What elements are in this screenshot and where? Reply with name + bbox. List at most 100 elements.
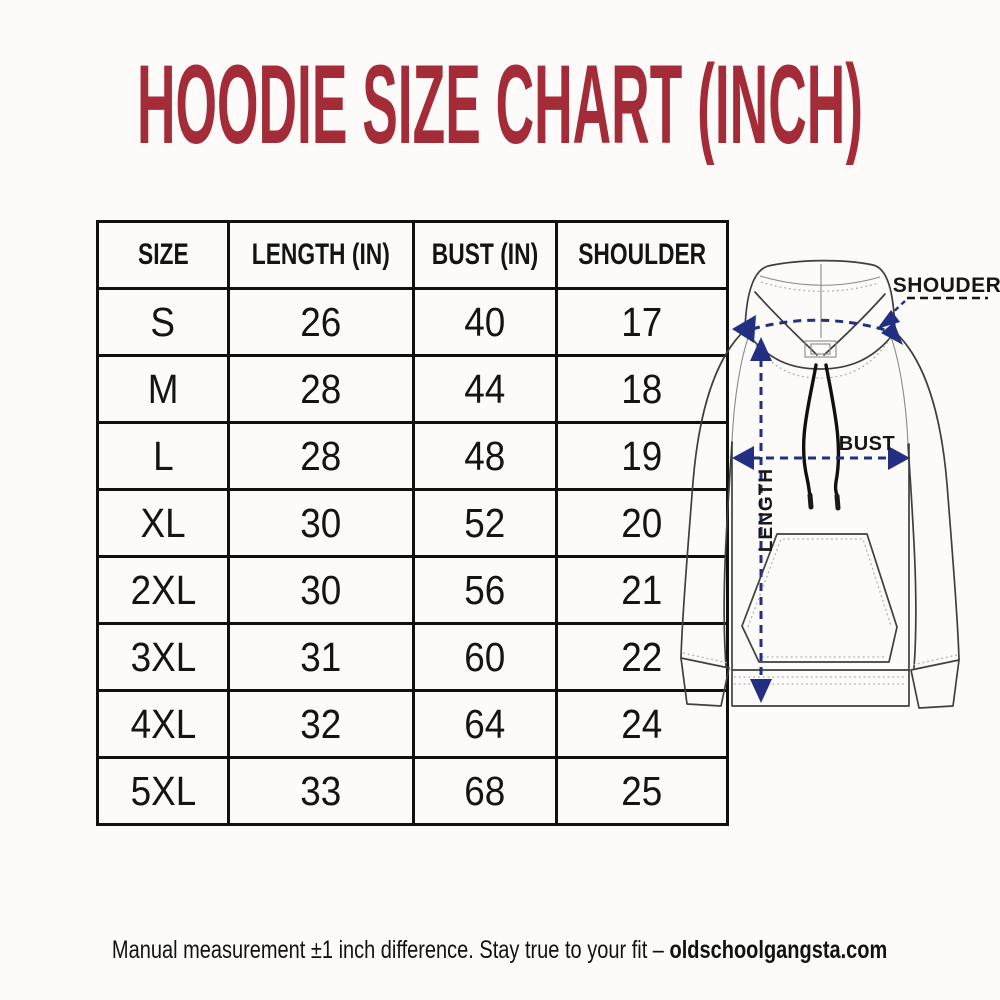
column-header-length: LENGTH (IN): [227, 220, 415, 290]
hoodie-outline: [680, 259, 960, 709]
hood-opening-stitch: [760, 281, 880, 292]
cuff-right-stitch: [911, 654, 958, 666]
cell-value: 21: [621, 566, 663, 613]
cell-size: 3XL: [96, 622, 230, 692]
cell-length: 31: [227, 622, 415, 692]
size-table: SIZE LENGTH (IN) BUST (IN) SHOULDER S 26…: [96, 220, 729, 826]
cell-size: L: [96, 421, 230, 491]
kangaroo-pocket: [741, 533, 898, 663]
sleeve-left-outer: [680, 329, 746, 659]
cell-value: 17: [621, 298, 663, 345]
hem-band: [731, 669, 910, 707]
shoulder-label: SHOUDER: [893, 274, 1000, 297]
armhole-seam-right: [890, 336, 909, 445]
sleeve-left-inner: [723, 441, 733, 667]
table-row: 5XL 33 68 25: [96, 756, 729, 826]
length-label: LENGTH: [756, 468, 777, 552]
column-header-shoulder: SHOULDER: [554, 220, 729, 290]
page-title: HOODIE SIZE CHART (INCH): [137, 42, 863, 165]
drawstring-left: [801, 363, 818, 497]
armhole-seam-left: [731, 334, 750, 443]
cell-value: L: [152, 432, 174, 479]
cell-bust: 44: [411, 354, 558, 424]
table-row: 3XL 31 60 22: [96, 622, 729, 692]
cell-value: 4XL: [130, 700, 196, 747]
bust-arrowhead-right: [888, 446, 910, 470]
neck-tag: [804, 340, 837, 358]
bust-label: BUST: [839, 433, 895, 455]
collar-outline: [744, 329, 896, 370]
cell-length: 33: [227, 756, 415, 826]
cell-value: 40: [464, 298, 506, 345]
cell-bust: 40: [411, 287, 558, 357]
hood-v-left: [754, 291, 818, 356]
length-arrowhead-bottom: [750, 679, 772, 703]
footer-note: Manual measurement ±1 inch difference. S…: [0, 936, 1000, 965]
cell-value: 25: [621, 767, 663, 814]
table-row: 2XL 30 56 21: [96, 555, 729, 625]
cell-length: 32: [227, 689, 415, 759]
shoulder-arc-arrow: [751, 318, 893, 334]
cell-value: 31: [300, 633, 342, 680]
column-header-bust: BUST (IN): [411, 220, 558, 290]
cell-value: XL: [140, 499, 186, 546]
cell-size: 2XL: [96, 555, 230, 625]
table-row: L 28 48 19: [96, 421, 729, 491]
cell-shoulder: 21: [554, 555, 729, 625]
cell-shoulder: 22: [554, 622, 729, 692]
cell-value: 56: [464, 566, 506, 613]
cell-value: 68: [464, 767, 506, 814]
cell-length: 28: [227, 421, 415, 491]
sleeve-right-inner: [907, 443, 917, 669]
table-row: 4XL 32 64 24: [96, 689, 729, 759]
cell-size: M: [96, 354, 230, 424]
table-row: M 28 44 18: [96, 354, 729, 424]
cell-bust: 68: [411, 756, 558, 826]
cell-value: 24: [621, 700, 663, 747]
hoodie-diagram: SHOUDER BUST LENGTH: [680, 259, 1000, 709]
footer-text: Manual measurement ±1 inch difference. S…: [112, 936, 665, 964]
aglet-right: [834, 493, 841, 511]
cell-value: 3XL: [130, 633, 196, 680]
aglet-left: [807, 492, 814, 510]
pocket-stitch: [747, 538, 892, 658]
column-header-label: SHOULDER: [577, 238, 706, 271]
cell-value: 32: [300, 700, 342, 747]
length-arrowhead-top: [750, 337, 772, 361]
hood-v-right: [823, 293, 886, 356]
cell-value: 30: [300, 566, 342, 613]
cuff-left: [680, 657, 730, 707]
cell-value: 5XL: [130, 767, 196, 814]
sleeve-right-outer: [894, 331, 960, 661]
cell-length: 28: [227, 354, 415, 424]
cell-bust: 52: [411, 488, 558, 558]
table-row: XL 30 52 20: [96, 488, 729, 558]
cell-value: 26: [300, 298, 342, 345]
cell-shoulder: 18: [554, 354, 729, 424]
cell-value: M: [147, 365, 179, 412]
cell-shoulder: 17: [554, 287, 729, 357]
table-row: S 26 40 17: [96, 287, 729, 357]
cell-length: 30: [227, 488, 415, 558]
drawstring-right: [824, 363, 841, 498]
cell-size: XL: [96, 488, 230, 558]
cuff-right: [910, 659, 960, 709]
measurement-arrows: [732, 296, 988, 703]
cell-value: 60: [464, 633, 506, 680]
cell-value: 48: [464, 432, 506, 479]
cell-size: 5XL: [96, 756, 230, 826]
cell-value: 2XL: [130, 566, 196, 613]
cell-value: 20: [621, 499, 663, 546]
cell-shoulder: 24: [554, 689, 729, 759]
cell-bust: 56: [411, 555, 558, 625]
cell-length: 26: [227, 287, 415, 357]
column-header-size: SIZE: [96, 220, 230, 290]
title-banner: HOODIE SIZE CHART (INCH): [137, 42, 863, 165]
neck-tag-inner: [810, 343, 831, 355]
column-header-label: SIZE: [137, 238, 189, 271]
cell-value: 28: [300, 432, 342, 479]
hood-opening: [759, 275, 881, 286]
shoulder-arrowhead-right: [881, 322, 903, 345]
cell-size: 4XL: [96, 689, 230, 759]
